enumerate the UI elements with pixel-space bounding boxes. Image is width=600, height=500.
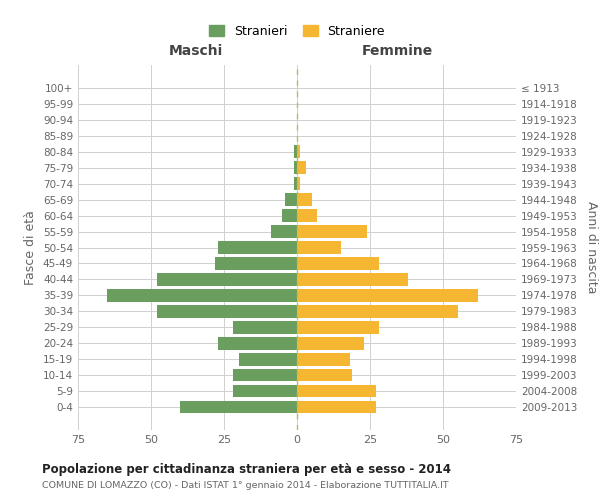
- Bar: [297, 273, 408, 285]
- Bar: [294, 178, 297, 190]
- Bar: [297, 401, 376, 413]
- Bar: [297, 162, 306, 174]
- Bar: [283, 210, 297, 222]
- Bar: [286, 194, 297, 206]
- Bar: [294, 162, 297, 174]
- Text: COMUNE DI LOMAZZO (CO) - Dati ISTAT 1° gennaio 2014 - Elaborazione TUTTITALIA.IT: COMUNE DI LOMAZZO (CO) - Dati ISTAT 1° g…: [42, 481, 449, 490]
- Bar: [297, 305, 458, 318]
- Bar: [180, 401, 297, 413]
- Bar: [218, 242, 297, 254]
- Bar: [157, 273, 297, 285]
- Bar: [271, 226, 297, 238]
- Bar: [233, 385, 297, 398]
- Bar: [107, 289, 297, 302]
- Text: Femmine: Femmine: [362, 44, 433, 58]
- Bar: [233, 321, 297, 334]
- Bar: [297, 257, 379, 270]
- Bar: [218, 337, 297, 349]
- Bar: [297, 210, 317, 222]
- Y-axis label: Anni di nascita: Anni di nascita: [584, 201, 598, 294]
- Text: Maschi: Maschi: [169, 44, 223, 58]
- Bar: [297, 194, 311, 206]
- Bar: [297, 242, 341, 254]
- Bar: [297, 178, 300, 190]
- Text: Popolazione per cittadinanza straniera per età e sesso - 2014: Popolazione per cittadinanza straniera p…: [42, 462, 451, 475]
- Bar: [233, 369, 297, 382]
- Bar: [297, 226, 367, 238]
- Bar: [297, 353, 350, 366]
- Bar: [294, 146, 297, 158]
- Bar: [297, 146, 300, 158]
- Bar: [297, 369, 352, 382]
- Bar: [297, 289, 478, 302]
- Bar: [239, 353, 297, 366]
- Bar: [297, 385, 376, 398]
- Bar: [297, 321, 379, 334]
- Bar: [297, 337, 364, 349]
- Bar: [157, 305, 297, 318]
- Y-axis label: Fasce di età: Fasce di età: [25, 210, 37, 285]
- Bar: [215, 257, 297, 270]
- Legend: Stranieri, Straniere: Stranieri, Straniere: [204, 20, 390, 43]
